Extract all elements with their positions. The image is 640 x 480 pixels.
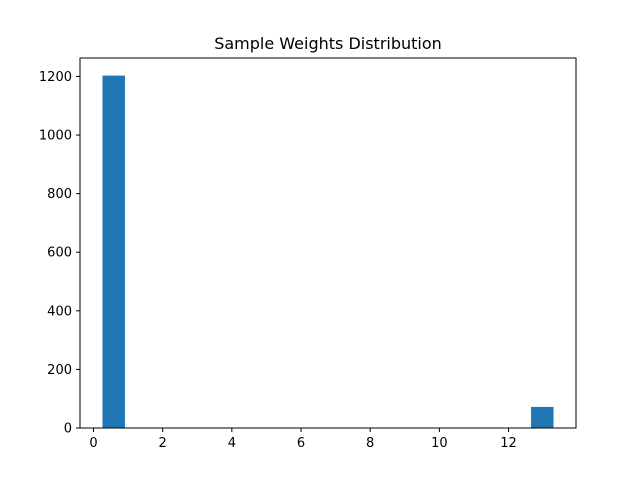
x-tick-label: 2 xyxy=(159,436,167,451)
x-tick-label: 6 xyxy=(297,436,305,451)
x-axis-ticks: 0 2 4 6 8 10 12 xyxy=(89,428,517,451)
bars-group xyxy=(102,75,554,428)
x-tick-label: 10 xyxy=(431,436,448,451)
y-tick-label: 0 xyxy=(64,422,72,437)
y-tick-label: 600 xyxy=(47,246,72,261)
y-axis-ticks: 0 200 400 600 800 1000 1200 xyxy=(39,70,80,437)
y-tick-label: 1200 xyxy=(39,70,72,85)
x-tick-label: 4 xyxy=(228,436,236,451)
histogram-bar-1 xyxy=(531,406,554,428)
x-tick-label: 12 xyxy=(500,436,517,451)
y-tick-label: 200 xyxy=(47,363,72,378)
x-tick-label: 8 xyxy=(366,436,374,451)
y-tick-label: 400 xyxy=(47,304,72,319)
y-tick-label: 800 xyxy=(47,187,72,202)
histogram-bar-0 xyxy=(102,75,125,428)
y-tick-label: 1000 xyxy=(39,129,72,144)
plot-frame xyxy=(79,57,577,429)
x-tick-label: 0 xyxy=(89,436,97,451)
chart-title: Sample Weights Distribution xyxy=(214,34,442,53)
